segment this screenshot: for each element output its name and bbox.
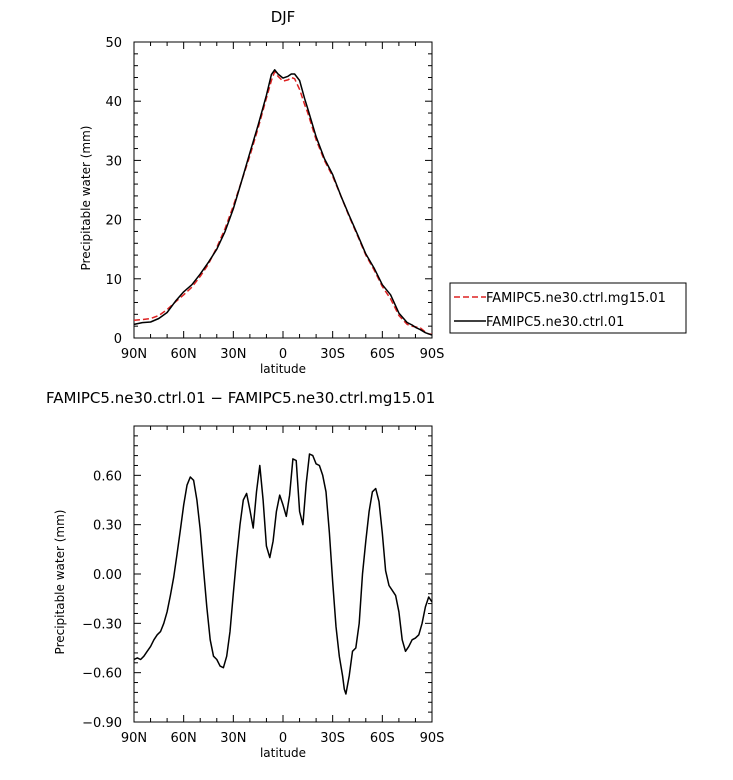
legend-box bbox=[449, 282, 687, 334]
x-tick-label: 0 bbox=[279, 731, 287, 746]
bottom-panel-difference: 90N 60N 30N 0 30S 60S 90S −0.90 −0.60 −0.30 0.00 0.… bbox=[46, 389, 444, 760]
y-tick-label: −0.30 bbox=[82, 617, 122, 632]
series-line-difference bbox=[133, 453, 433, 695]
x-tick-label: 30N bbox=[220, 347, 246, 362]
legend-label: FAMIPC5.ne30.ctrl.01 bbox=[486, 315, 624, 330]
y-tick-label: 40 bbox=[105, 95, 122, 110]
chart-title: FAMIPC5.ne30.ctrl.01 − FAMIPC5.ne30.ctrl… bbox=[46, 389, 435, 407]
x-tick-label: 90N bbox=[121, 731, 147, 746]
y-tick-label: 0.00 bbox=[93, 568, 122, 583]
x-axis-label: latitude bbox=[260, 362, 306, 376]
x-tick-label: 90N bbox=[121, 347, 147, 362]
plot-frame bbox=[133, 425, 433, 723]
y-tick-label: 10 bbox=[105, 273, 122, 288]
x-tick-label: 60S bbox=[370, 731, 395, 746]
x-tick-label: 60N bbox=[171, 347, 197, 362]
x-tick-label: 30S bbox=[320, 731, 345, 746]
y-tick-label: 50 bbox=[105, 36, 122, 51]
series-line-famipc5-ne30-ctrl-mg15-01 bbox=[133, 70, 433, 336]
legend: FAMIPC5.ne30.ctrl.mg15.01 FAMIPC5.ne30.ct… bbox=[449, 282, 687, 334]
x-tick-label: 30S bbox=[320, 347, 345, 362]
x-tick-label: 60S bbox=[370, 347, 395, 362]
chart-title: DJF bbox=[271, 8, 296, 26]
y-tick-label: 0 bbox=[114, 332, 122, 347]
top-panel-djf: 90N 60N 30N 0 30S 60S 90S 0 10 20 30 40 50 latitude Pr… bbox=[79, 8, 444, 376]
x-tick-label: 0 bbox=[279, 347, 287, 362]
y-axis-label: Precipitable water (mm) bbox=[79, 126, 93, 271]
y-tick-label: 0.60 bbox=[93, 469, 122, 484]
y-tick-label: 20 bbox=[105, 214, 122, 229]
y-tick-label: −0.60 bbox=[82, 667, 122, 682]
y-tick-label: 30 bbox=[105, 154, 122, 169]
x-tick-label: 60N bbox=[171, 731, 197, 746]
y-tick-label: 0.30 bbox=[93, 519, 122, 534]
x-axis-label: latitude bbox=[260, 746, 306, 760]
x-tick-label: 30N bbox=[220, 731, 246, 746]
y-tick-label: −0.90 bbox=[82, 716, 122, 731]
legend-label: FAMIPC5.ne30.ctrl.mg15.01 bbox=[486, 291, 666, 306]
y-axis-label: Precipitable water (mm) bbox=[53, 510, 67, 655]
x-tick-label: 90S bbox=[420, 347, 445, 362]
x-tick-label: 90S bbox=[420, 731, 445, 746]
series-line-famipc5-ne30-ctrl-01 bbox=[133, 69, 433, 336]
